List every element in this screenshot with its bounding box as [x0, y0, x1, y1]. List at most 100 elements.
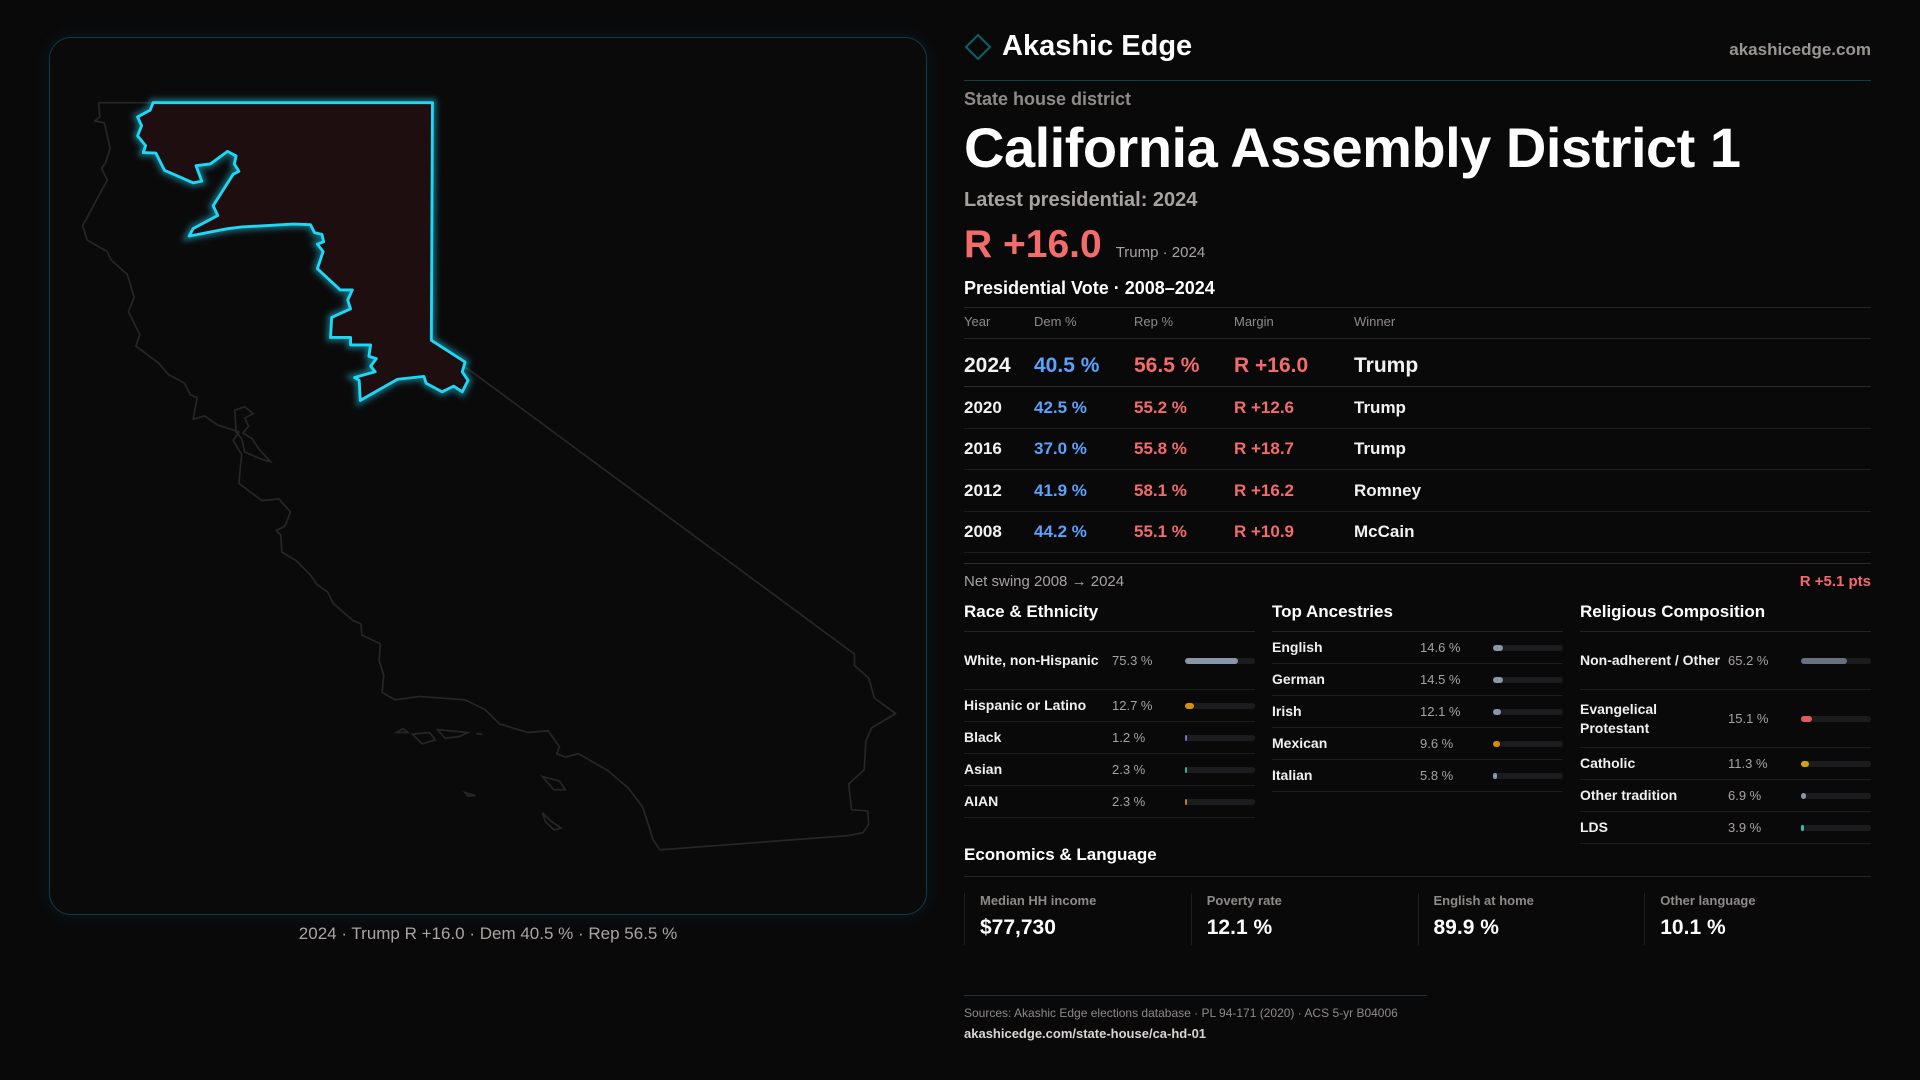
row-label: Catholic — [1580, 755, 1636, 771]
row-label: Black — [964, 729, 1002, 745]
divider — [964, 338, 1871, 339]
cell-winner: Trump — [1354, 439, 1406, 458]
row-value: 3.9 % — [1728, 820, 1762, 835]
ancestry-row: Italian 5.8 % — [1272, 760, 1563, 792]
col-year: Year — [964, 314, 991, 329]
row-value: 75.3 % — [1112, 653, 1153, 668]
cell-dem: 41.9 % — [1034, 480, 1087, 500]
card-value: 12.1 % — [1206, 916, 1273, 939]
vote-row: 2020 42.5 % 55.2 % R +12.6 Trump — [964, 387, 1871, 429]
vote-table-title: Presidential Vote · 2008–2024 — [964, 278, 1215, 298]
latest-margin: R +16.0 Trump · 2024 — [964, 223, 1205, 267]
card-label: Other language — [1660, 893, 1756, 908]
religion-row: LDS 3.9 % — [1580, 812, 1871, 844]
race-title: Race & Ethnicity — [964, 602, 1255, 632]
row-value: 11.3 % — [1728, 756, 1768, 771]
row-value: 15.1 % — [1728, 711, 1769, 726]
cell-margin: R +10.9 — [1234, 522, 1295, 541]
map-panel[interactable] — [49, 37, 927, 915]
latest-label: Latest presidential: 2024 — [964, 189, 1198, 211]
district-type: State house district — [964, 89, 1132, 109]
economics-cards: Median HH income $77,730 Poverty rate 12.1… — [964, 893, 1871, 945]
row-label: LDS — [1580, 819, 1608, 835]
ancestry-row: Irish 12.1 % — [1272, 696, 1563, 728]
religion-row: Non-adherent / Other 65.2 % — [1580, 632, 1871, 690]
religion-row: Evangelical Protestant 15.1 % — [1580, 690, 1871, 748]
religion-section: Religious Composition Non-adherent / Othe… — [1580, 602, 1871, 844]
row-label: AIAN — [964, 793, 999, 809]
share-bar — [1801, 657, 1871, 664]
row-label: Other tradition — [1580, 787, 1678, 803]
share-bar-fill — [1801, 715, 1812, 722]
share-bar-fill — [1493, 772, 1498, 779]
race-row: White, non-Hispanic 75.3 % — [964, 632, 1255, 690]
cell-winner: Romney — [1354, 480, 1422, 500]
row-label: Evangelical Protestant — [1580, 700, 1658, 736]
vote-row: 2012 41.9 % 58.1 % R +16.2 Romney — [964, 470, 1871, 512]
row-label: Asian — [964, 761, 1003, 777]
row-value: 14.6 % — [1420, 640, 1461, 655]
share-bar — [1185, 798, 1255, 805]
brand-name: Akashic Edge — [1002, 30, 1193, 62]
row-label: White, non-Hispanic — [964, 652, 1099, 668]
religion-row: Catholic 11.3 % — [1580, 748, 1871, 780]
share-bar — [1801, 715, 1871, 722]
margin-subtitle: Trump · 2024 — [1115, 244, 1206, 261]
swing-label: Net swing 2008 → 2024 — [964, 573, 1125, 590]
site-link[interactable]: akashicedge.com — [1729, 40, 1871, 59]
cell-margin: R +12.6 — [1234, 397, 1295, 417]
row-value: 2.3 % — [1112, 794, 1146, 809]
cell-rep: 58.1 % — [1134, 480, 1187, 500]
cell-dem: 42.5 % — [1034, 397, 1087, 417]
cell-margin: R +16.2 — [1234, 480, 1295, 500]
cell-year: 2008 — [964, 522, 1002, 541]
cell-margin: R +16.0 — [1234, 354, 1309, 377]
divider — [964, 876, 1871, 877]
card-other-language: Other language 10.1 % — [1644, 893, 1871, 945]
card-poverty: Poverty rate 12.1 % — [1190, 893, 1418, 945]
share-bar — [1185, 702, 1255, 709]
ancestry-title: Top Ancestries — [1272, 602, 1563, 632]
cell-winner: McCain — [1354, 522, 1415, 541]
card-value: $77,730 — [980, 916, 1056, 939]
cell-rep: 55.8 % — [1134, 439, 1187, 458]
share-bar — [1801, 792, 1871, 799]
row-value: 12.1 % — [1420, 704, 1461, 719]
cell-year: 2012 — [964, 480, 1002, 500]
row-label: Italian — [1272, 767, 1313, 783]
page-url[interactable]: akashicedge.com/state-house/ca-hd-01 — [964, 1026, 1207, 1041]
share-bar — [1185, 734, 1255, 741]
row-label: English — [1272, 639, 1323, 655]
race-row: Asian 2.3 % — [964, 754, 1255, 786]
sources: Sources: Akashic Edge elections database… — [964, 1006, 1398, 1020]
card-english: English at home 89.9 % — [1417, 893, 1645, 945]
race-row: Hispanic or Latino 12.7 % — [964, 690, 1255, 722]
cell-year: 2024 — [964, 354, 1011, 377]
ancestry-section: Top Ancestries English 14.6 % German 14.5 % I… — [1272, 602, 1563, 792]
race-row: Black 1.2 % — [964, 722, 1255, 754]
row-value: 9.6 % — [1420, 736, 1454, 751]
share-bar-fill — [1493, 644, 1504, 651]
row-value: 12.7 % — [1112, 698, 1153, 713]
race-section: Race & Ethnicity White, non-Hispanic 75.3 … — [964, 602, 1255, 818]
share-bar-fill — [1185, 766, 1187, 773]
brand[interactable]: Akashic Edge — [964, 30, 1192, 63]
district-1-shape[interactable] — [136, 101, 470, 402]
cell-year: 2020 — [964, 397, 1002, 417]
row-value: 2.3 % — [1112, 762, 1146, 777]
row-label: Hispanic or Latino — [964, 697, 1087, 713]
ancestry-row: English 14.6 % — [1272, 632, 1563, 664]
race-row: AIAN 2.3 % — [964, 786, 1255, 818]
card-value: 89.9 % — [1433, 916, 1499, 939]
row-value: 65.2 % — [1728, 653, 1769, 668]
religion-row: Other tradition 6.9 % — [1580, 780, 1871, 812]
col-margin: Margin — [1234, 314, 1274, 329]
cell-rep: 56.5 % — [1134, 354, 1200, 377]
cell-dem: 40.5 % — [1034, 354, 1100, 377]
share-bar-fill — [1185, 702, 1194, 709]
row-label: Mexican — [1272, 735, 1328, 751]
district-map — [81, 98, 897, 851]
share-bar-fill — [1493, 676, 1504, 683]
divider — [964, 307, 1871, 308]
row-value: 6.9 % — [1728, 788, 1762, 803]
